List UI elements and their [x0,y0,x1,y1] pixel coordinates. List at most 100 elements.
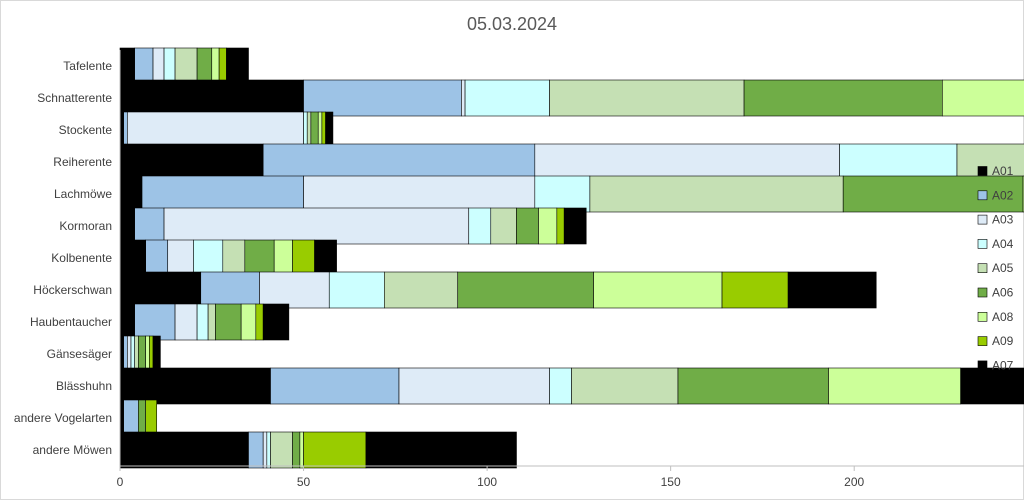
bar-lachmowe-a04 [534,175,591,213]
legend: A01 A02 A03 A04 A05 A06 A08 A09 A07 [977,164,1014,372]
bar-reiherente-a05 [956,143,1024,181]
bar-schnatterente-a06 [743,79,943,117]
category-label: andere Möwen [33,443,112,457]
bar-tafelente-a03 [152,47,165,85]
bar-andere-mowen-a03 [262,431,268,469]
bar-tafelente-a07 [226,47,249,85]
legend-swatch-a05 [977,263,988,274]
legend-label-a07: A07 [992,358,1014,372]
bar-blasshuhn-a06 [677,367,829,405]
bar-kolbenente-a04 [193,239,224,277]
category-label: Haubentaucher [30,315,112,329]
bar-kolbenente-a09 [292,239,315,277]
bar-kolbenente-a03 [167,239,194,277]
bar-schnatterente-a03 [461,79,466,117]
bar-stockente-a04 [303,111,308,149]
bar-andere-mowen-a07 [365,431,517,469]
legend-swatch-a03 [977,214,988,225]
bar-gansesager-a08 [145,335,150,373]
bar-kormoran-a08 [538,207,558,245]
bar-kolbenente-a08 [273,239,293,277]
bar-blasshuhn-a08 [828,367,961,405]
category-label: Kormoran [59,219,112,233]
legend-label-a06: A06 [992,286,1014,300]
bar-tafelente-a06 [196,47,213,85]
bar-haubentaucher-a08 [240,303,257,341]
bar-lachmowe-a02 [141,175,304,213]
category-label: Kolbenente [51,251,112,265]
bar-kormoran-a09 [556,207,565,245]
bar-blasshuhn-a03 [398,367,550,405]
category-label: Blässhuhn [56,379,112,393]
legend-label-a08: A08 [992,310,1014,324]
bar-kolbenente-a02 [145,239,169,277]
bar-haubentaucher-a01 [119,303,135,341]
category-label: Höckerschwan [33,283,112,297]
legend-label-a03: A03 [992,213,1014,227]
bar-schnatterente-a01 [119,79,304,117]
x-tick-label: 200 [844,475,864,489]
bar-andere-mowen-a08 [299,431,304,469]
bar-haubentaucher-a09 [255,303,264,341]
bar-hockerschwan-a07 [787,271,877,309]
bar-kormoran-a06 [516,207,539,245]
bar-lachmowe-a06 [842,175,1024,213]
bar-schnatterente-a02 [303,79,462,117]
bar-tafelente-a05 [174,47,198,85]
bar-stockente-a02 [123,111,128,149]
bar-gansesager-a09 [149,335,154,373]
bar-andere-mowen-a01 [119,431,249,469]
bar-kolbenente-a05 [222,239,246,277]
bar-schnatterente-a05 [549,79,745,117]
bar-schnatterente-a08 [941,79,1024,117]
bar-tafelente-a01 [119,47,135,85]
bar-haubentaucher-a07 [262,303,290,341]
bar-andere-vogelarten-a06 [138,399,146,437]
bar-kormoran-a03 [163,207,470,245]
category-label: Reiherente [53,155,112,169]
bar-haubentaucher-a02 [134,303,176,341]
bar-hockerschwan-a03 [259,271,330,309]
bar-kolbenente-a06 [244,239,275,277]
bar-kormoran-a07 [563,207,587,245]
bar-kormoran-a04 [468,207,492,245]
bar-reiherente-a04 [839,143,958,181]
bar-andere-vogelarten-a02 [123,399,139,437]
legend-swatch-a09 [977,336,988,346]
bar-kormoran-a01 [119,207,135,245]
legend-label-a09: A09 [992,334,1014,348]
bar-haubentaucher-a06 [215,303,242,341]
bar-andere-mowen-a09 [303,431,367,469]
bar-kormoran-a02 [134,207,165,245]
bar-hockerschwan-a02 [200,271,260,309]
bar-stockente-a07 [325,111,334,149]
x-tick-label: 50 [297,475,311,489]
bars-group [119,47,1024,469]
legend-swatch-a06 [977,287,988,298]
bar-haubentaucher-a04 [196,303,209,341]
bar-haubentaucher-a03 [174,303,198,341]
category-label: Stockente [59,123,113,137]
bar-stockente-a03 [127,111,304,149]
bar-gansesager-a02 [123,335,128,373]
bar-blasshuhn-a01 [119,367,271,405]
legend-label-a04: A04 [992,237,1014,251]
bar-blasshuhn-a02 [270,367,400,405]
category-label: Gänsesäger [47,347,112,361]
legend-label-a05: A05 [992,261,1014,275]
bar-tafelente-a04 [163,47,176,85]
bar-lachmowe-a03 [303,175,536,213]
bar-andere-mowen-a02 [248,431,264,469]
bar-schnatterente-a04 [464,79,550,117]
bar-haubentaucher-a05 [207,303,216,341]
bar-hockerschwan-a04 [328,271,385,309]
bar-stockente-a09 [321,111,326,149]
bar-hockerschwan-a08 [593,271,723,309]
category-label: Tafelente [63,59,112,73]
bar-reiherente-a01 [119,143,264,181]
bar-lachmowe-a05 [589,175,844,213]
legend-swatch-a01 [977,166,988,176]
legend-swatch-a04 [977,239,988,249]
bar-stockente-a05 [306,111,312,149]
bar-blasshuhn-a07 [960,367,1024,405]
